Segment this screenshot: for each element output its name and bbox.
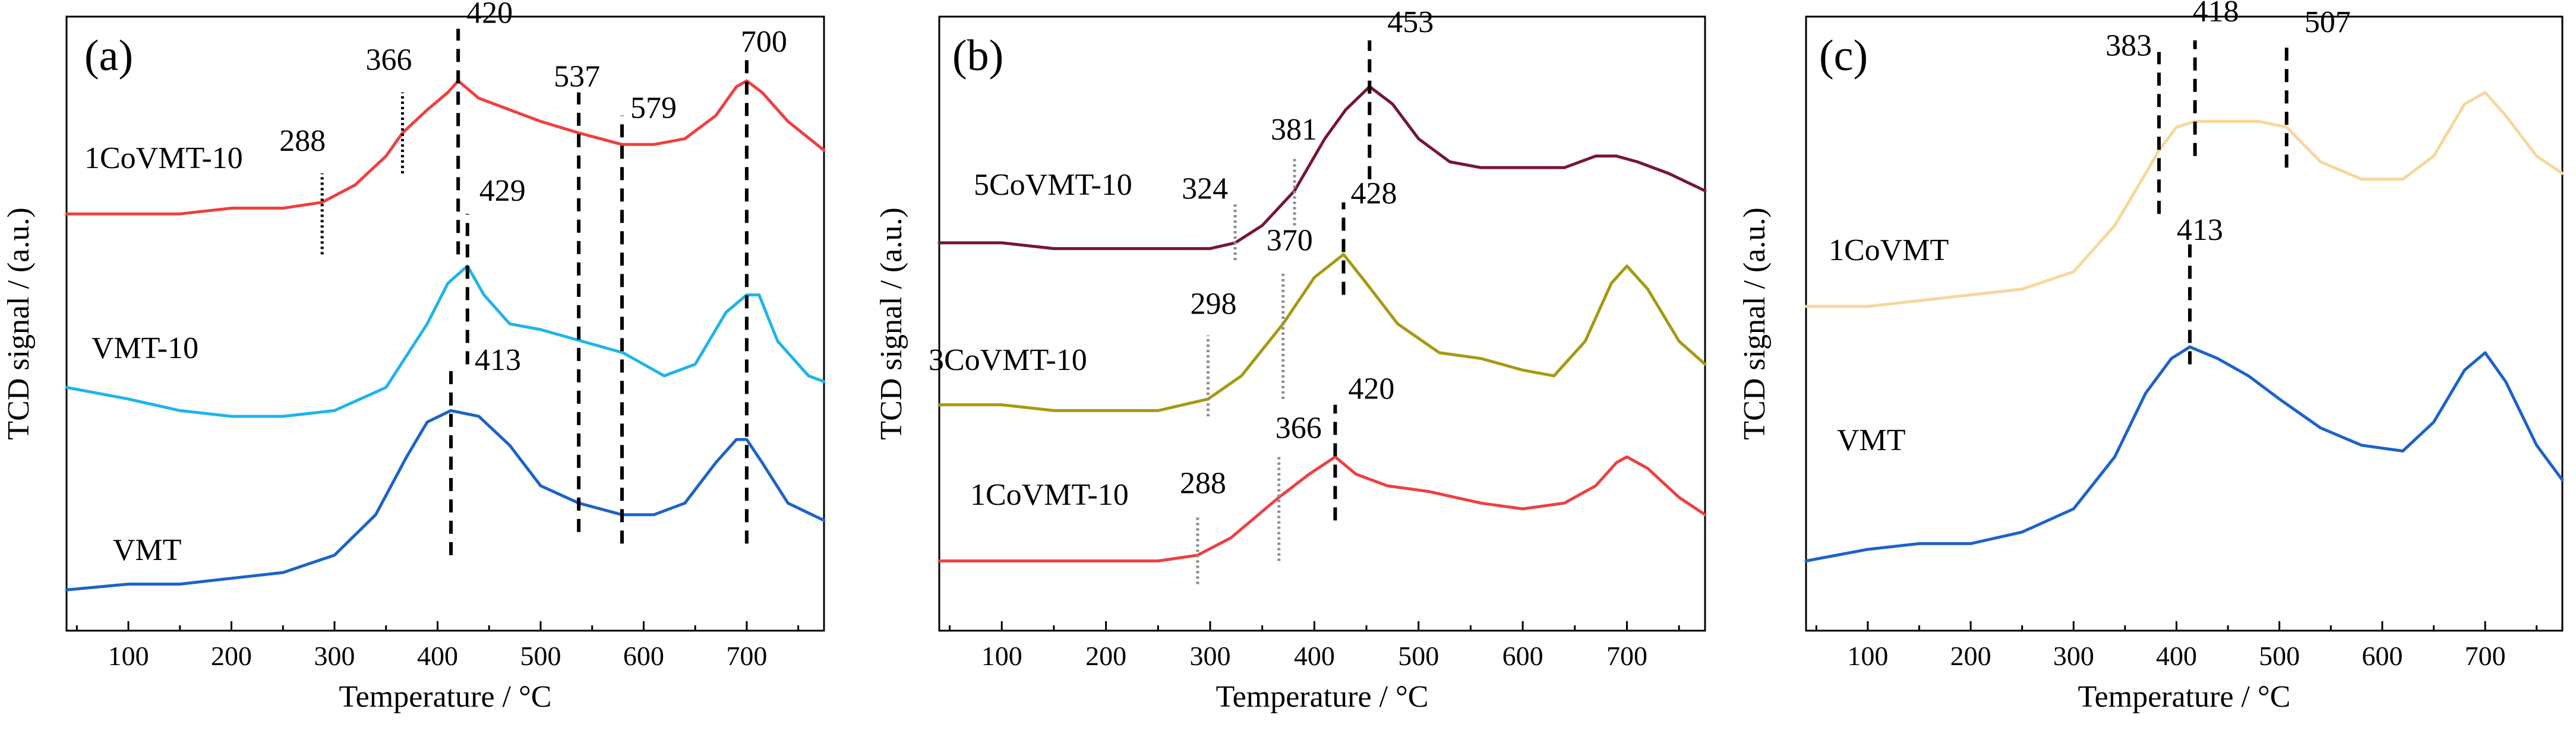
panel-label: (a) <box>84 31 133 80</box>
x-tick-label: 700 <box>1606 641 1647 671</box>
series-label-1covmt: 1CoVMT <box>1829 233 1949 267</box>
x-tick-label: 200 <box>211 641 252 671</box>
peak-label-420: 420 <box>1348 372 1394 406</box>
series-label-1covmt-10: 1CoVMT-10 <box>970 478 1129 512</box>
series-line-vmt <box>65 409 826 591</box>
peak-label-413: 413 <box>475 343 521 377</box>
series-label-vmt-10: VMT-10 <box>91 331 198 365</box>
peak-label-507: 507 <box>2304 5 2351 39</box>
peak-label-579: 579 <box>630 91 677 125</box>
x-tick-label: 100 <box>981 641 1022 671</box>
x-tick-label: 300 <box>314 641 355 671</box>
plot-frame <box>938 15 1706 632</box>
series-label-1covmt-10: 1CoVMT-10 <box>84 141 243 175</box>
series-line-1covmt-10 <box>937 455 1707 563</box>
x-tick-label: 600 <box>1502 641 1543 671</box>
series-label-3covmt-10: 3CoVMT-10 <box>929 343 1087 377</box>
peak-label-288: 288 <box>279 124 326 158</box>
peak-label-366: 366 <box>1276 411 1322 445</box>
x-tick-label: 300 <box>2053 641 2094 671</box>
x-tick-label: 200 <box>1085 641 1126 671</box>
peak-label-381: 381 <box>1271 113 1317 147</box>
peak-label-413: 413 <box>2177 213 2223 247</box>
x-tick-label: 600 <box>2362 641 2403 671</box>
x-tick-label: 400 <box>1294 641 1335 671</box>
x-tick-label: 300 <box>1189 641 1230 671</box>
panel-label: (c) <box>1819 31 1868 80</box>
x-tick-label: 200 <box>1950 641 1991 671</box>
peak-label-418: 418 <box>2193 0 2239 29</box>
peak-label-429: 429 <box>479 174 526 208</box>
x-tick-label: 500 <box>1398 641 1439 671</box>
peak-label-366: 366 <box>366 43 412 77</box>
x-tick-label: 100 <box>108 641 149 671</box>
series-label-5covmt-10: 5CoVMT-10 <box>974 168 1132 202</box>
y-axis-title: TCD signal / (a.u.) <box>875 207 908 439</box>
panel-label: (b) <box>952 31 1003 80</box>
x-axis-title: Temperature / °C <box>2078 680 2291 714</box>
peak-label-420: 420 <box>466 0 513 30</box>
plot-frame <box>1805 15 2564 632</box>
y-axis-title: TCD signal / (a.u.) <box>2 207 36 439</box>
panel-c: 100 200 300 400 500 600 700 Temperature / °C TCD… <box>1738 0 2564 714</box>
x-tick-label: 400 <box>2156 641 2197 671</box>
x-tick-label: 400 <box>417 641 458 671</box>
peak-label-324: 324 <box>1182 172 1228 206</box>
peak-label-383: 383 <box>2105 29 2152 62</box>
plot-frame <box>65 15 825 632</box>
series-line-3covmt-10 <box>937 252 1707 412</box>
peak-label-453: 453 <box>1387 5 1434 39</box>
series-label-vmt: VMT <box>113 533 182 567</box>
x-tick-label: 500 <box>520 641 561 671</box>
y-axis-title: TCD signal / (a.u.) <box>1738 207 1772 439</box>
series-line-1covmt-10 <box>65 79 826 216</box>
series-line-vmt <box>1804 345 2564 563</box>
x-axis-title: Temperature / °C <box>1216 680 1429 714</box>
x-axis-title: Temperature / °C <box>339 680 552 714</box>
series-line-vmt-10 <box>65 264 826 418</box>
peak-label-537: 537 <box>554 60 600 94</box>
x-tick-label: 700 <box>2465 641 2506 671</box>
panel-a: 100 200 300 400 500 600 700 Temperature / °C TCD… <box>2 0 826 714</box>
peak-label-428: 428 <box>1350 177 1397 211</box>
panel-b: 100 200 300 400 500 600 700 Temperature / °C TCD… <box>875 5 1707 714</box>
series-label-vmt: VMT <box>1837 423 1906 457</box>
peak-label-288: 288 <box>1180 467 1226 501</box>
peak-label-370: 370 <box>1267 224 1313 258</box>
series-line-1covmt <box>1804 91 2564 308</box>
x-tick-label: 700 <box>726 641 767 671</box>
x-tick-label: 600 <box>623 641 664 671</box>
peak-label-700: 700 <box>741 25 787 59</box>
peak-label-298: 298 <box>1190 287 1236 321</box>
x-tick-label: 500 <box>2259 641 2300 671</box>
x-tick-label: 100 <box>1847 641 1888 671</box>
